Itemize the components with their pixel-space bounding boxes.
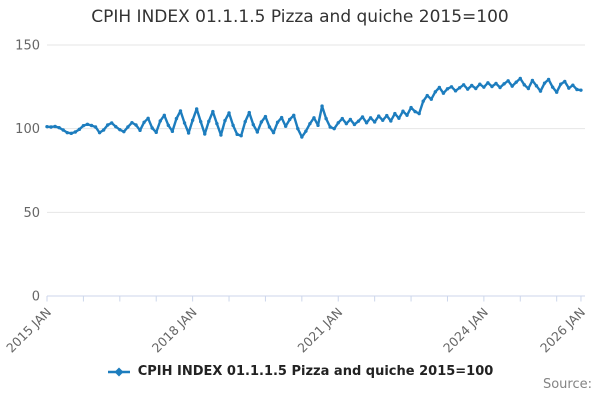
x-axis-label: 2026 JAN [537,305,588,356]
x-axis-label: 2021 JAN [294,305,345,356]
y-axis-label: 150 [15,39,40,54]
legend-item[interactable]: CPIH INDEX 01.1.1.5 Pizza and quiche 201… [107,364,494,379]
x-axis-label: 2024 JAN [440,305,491,356]
series-markers[interactable] [45,76,583,139]
legend: CPIH INDEX 01.1.1.5 Pizza and quiche 201… [0,364,600,379]
x-axis-label: 2018 JAN [149,305,200,356]
y-axis-label: 0 [32,290,40,305]
chart-title: CPIH INDEX 01.1.1.5 Pizza and quiche 201… [91,7,509,27]
source-label: Source: [542,377,592,392]
y-axis-label: 50 [23,206,40,221]
legend-label: CPIH INDEX 01.1.1.5 Pizza and quiche 201… [137,364,494,379]
x-axis-label: 2015 JAN [3,305,54,356]
legend-marker-icon [107,367,130,376]
y-axis-label: 100 [15,122,40,137]
